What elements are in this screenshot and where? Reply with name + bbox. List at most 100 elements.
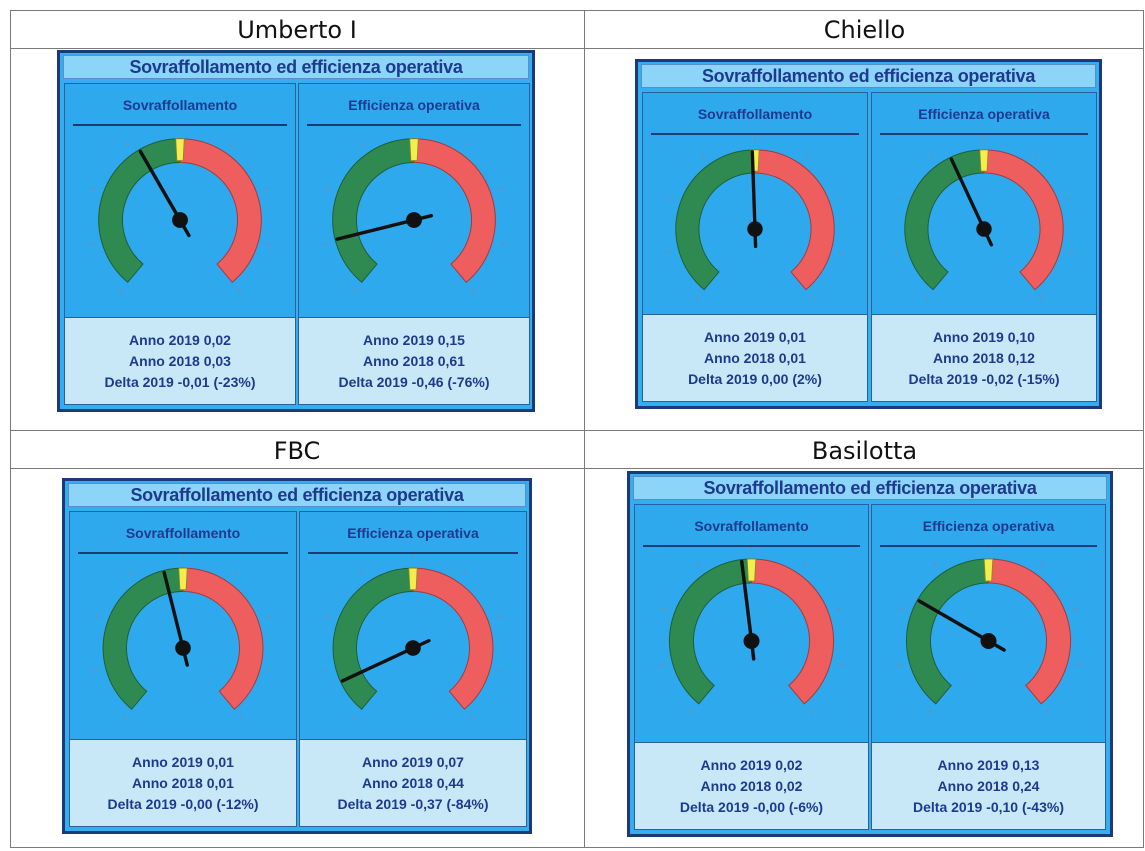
value-line: Anno 2019 0,10 — [933, 329, 1035, 345]
row-divider — [10, 430, 1144, 431]
gauge-dial — [87, 126, 273, 294]
gauge-title: Efficienza operativa — [307, 84, 521, 126]
gauge-dial — [321, 126, 507, 294]
dashboard-panel: Sovraffollamento ed efficienza operativa… — [62, 478, 532, 834]
gauge-tick — [896, 196, 903, 200]
gauge-tick — [321, 242, 328, 246]
gauge-title: Sovraffollamento — [643, 505, 860, 547]
gauge-card: Efficienza operativa — [871, 504, 1106, 748]
row-divider — [10, 48, 1144, 49]
gauge-red-zone — [413, 138, 496, 283]
gauge-title: Efficienza operativa — [880, 93, 1088, 135]
gauge-card: Sovraffollamento — [642, 92, 868, 324]
gauge-tick — [497, 670, 504, 673]
gauge-hub — [976, 221, 992, 237]
value-line: Delta 2019 -0,10 (-43%) — [913, 799, 1064, 815]
gauge-hub — [405, 640, 421, 656]
gauge-tick — [470, 287, 476, 294]
gauge-red-zone — [983, 149, 1064, 291]
gauge-tick — [500, 242, 507, 246]
panel-title: Sovraffollamento ed efficienza operativa — [68, 483, 526, 507]
row-divider — [10, 468, 1144, 469]
gauge-green-zone — [102, 567, 184, 710]
gauge-tick — [464, 141, 470, 148]
gauge-tick — [1065, 196, 1072, 200]
gauge-tick — [667, 196, 674, 200]
value-line: Delta 2019 0,00 (2%) — [688, 371, 822, 387]
hospital-title: FBC — [273, 437, 321, 465]
values-box: Anno 2019 0,02 Anno 2018 0,02 Delta 2019… — [634, 742, 869, 830]
gauge-tick — [322, 670, 329, 673]
gauge-dial — [665, 136, 845, 301]
gauge-green-zone — [904, 149, 985, 291]
gauge-dial — [658, 547, 845, 715]
gauge-card: Efficienza operativa — [299, 511, 527, 745]
gauge-card: Sovraffollamento — [634, 504, 869, 748]
gauge-threshold-marker — [979, 149, 989, 172]
gauge-threshold-marker — [408, 567, 418, 591]
panel-title: Sovraffollamento ed efficienza operativa — [633, 476, 1107, 500]
gauge-tick — [263, 186, 270, 191]
value-line: Anno 2019 0,02 — [129, 332, 231, 348]
gauge-tick — [658, 663, 665, 667]
gauge-threshold-marker — [983, 558, 994, 582]
hospital-title: Basilotta — [811, 437, 918, 465]
values-box: Anno 2019 0,01 Anno 2018 0,01 Delta 2019… — [642, 314, 868, 402]
gauge-threshold-marker — [178, 567, 188, 591]
gauge-tick — [804, 152, 809, 159]
gauge-tick — [324, 186, 331, 191]
gauge-tick — [1067, 250, 1074, 254]
gauge-tick — [358, 571, 364, 577]
gauge-tick — [324, 615, 331, 619]
value-line: Anno 2019 0,13 — [937, 757, 1040, 773]
values-box: Anno 2019 0,13 Anno 2018 0,24 Delta 2019… — [871, 742, 1106, 830]
comparison-table — [10, 10, 1144, 848]
gauge-card: Efficienza operativa — [871, 92, 1097, 324]
gauge-green-zone — [675, 149, 756, 291]
gauge-red-zone — [182, 567, 264, 710]
value-line: Anno 2018 0,12 — [933, 350, 1035, 366]
dashboard-panel: Sovraffollamento ed efficienza operativa… — [635, 59, 1102, 409]
value-line: Delta 2019 -0,46 (-76%) — [338, 374, 490, 390]
value-line: Anno 2018 0,02 — [700, 778, 803, 794]
gauge-tick — [265, 615, 272, 619]
gauge-tick — [689, 709, 695, 715]
gauge-tick — [895, 663, 902, 667]
gauge-tick — [898, 607, 905, 611]
value-line: Delta 2019 -0,01 (-23%) — [104, 374, 256, 390]
value-line: Anno 2018 0,01 — [704, 350, 806, 366]
gauge-red-zone — [412, 567, 494, 710]
hospital-title: Umberto I — [237, 16, 357, 44]
gauge-green-zone — [669, 558, 752, 705]
gauge-tick — [94, 615, 101, 619]
value-line: Anno 2018 0,61 — [363, 353, 465, 369]
gauge-tick — [238, 714, 244, 721]
panel-title: Sovraffollamento ed efficienza operativa — [63, 55, 529, 79]
value-line: Anno 2019 0,02 — [700, 757, 803, 773]
gauge-tick — [926, 709, 932, 715]
gauge-tick — [352, 714, 358, 721]
gauge-threshold-marker — [746, 558, 757, 582]
gauge-green-zone — [332, 138, 415, 283]
value-line: Delta 2019 -0,02 (-15%) — [908, 371, 1060, 387]
gauge-tick — [90, 186, 97, 191]
value-line: Anno 2019 0,07 — [362, 754, 464, 770]
gauge-threshold-marker — [409, 138, 419, 162]
gauge-tick — [267, 670, 274, 673]
panel-title: Sovraffollamento ed efficienza operativa — [641, 64, 1096, 88]
value-line: Delta 2019 -0,00 (-6%) — [679, 799, 824, 815]
gauge-tick — [835, 607, 842, 611]
gauge-tick — [923, 295, 929, 301]
gauge-dial — [895, 547, 1082, 715]
gauge-red-zone — [751, 558, 834, 705]
gauge-hub — [172, 212, 188, 228]
value-line: Anno 2019 0,01 — [704, 329, 806, 345]
gauge-red-zone — [179, 138, 262, 283]
gauge-tick — [1039, 562, 1045, 568]
values-box: Anno 2019 0,10 Anno 2018 0,12 Delta 2019… — [871, 314, 1097, 402]
gauge-tick — [92, 670, 99, 673]
gauge-tick — [665, 250, 672, 254]
gauge-card: Efficienza operativa — [298, 83, 530, 323]
gauge-tick — [495, 615, 502, 619]
gauge-tick — [352, 287, 358, 294]
